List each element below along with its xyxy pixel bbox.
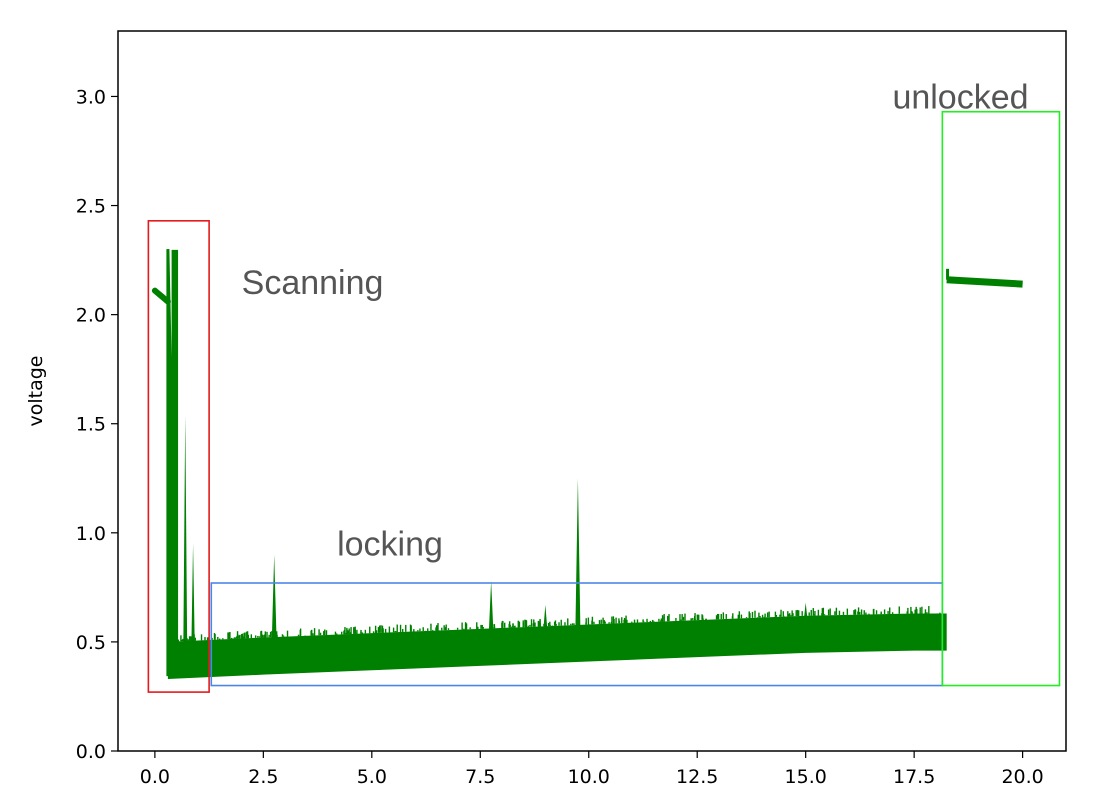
y-tick-label: 2.0 <box>76 305 106 327</box>
y-tick-label: 0.5 <box>76 632 106 654</box>
unlocked-level <box>946 276 1023 288</box>
annotation-box <box>941 110 1061 687</box>
x-tick-label: 0.0 <box>140 766 170 788</box>
y-tick-label: 1.5 <box>76 414 106 436</box>
scan-spike <box>190 543 196 675</box>
annotation-label: unlocked <box>892 78 1028 116</box>
locking-spike <box>575 478 581 636</box>
x-tick-label: 20.0 <box>1001 766 1043 788</box>
x-tick-label: 10.0 <box>568 766 610 788</box>
x-tick-label: 2.5 <box>248 766 278 788</box>
scan-peak <box>166 249 179 677</box>
locking-spike <box>803 602 809 627</box>
x-tick-label: 15.0 <box>785 766 827 788</box>
locking-spike <box>542 604 548 638</box>
x-tick-label: 12.5 <box>676 766 718 788</box>
locking-spike <box>271 554 277 649</box>
scan-ramp <box>151 287 171 305</box>
annotations: Scanning locking unlocked <box>147 78 1061 693</box>
locking-band <box>167 613 947 679</box>
x-tick-label: 7.5 <box>465 766 495 788</box>
locking-spike <box>488 580 494 640</box>
y-tick-label: 0.0 <box>76 741 106 763</box>
y-tick-label: 1.0 <box>76 523 106 545</box>
scan-spike <box>183 415 188 675</box>
annotation-box <box>147 220 210 693</box>
y-axis-label: voltage <box>25 356 47 427</box>
x-tick-label: 17.5 <box>893 766 935 788</box>
x-tick-label: 5.0 <box>357 766 387 788</box>
plot-area <box>151 249 1023 679</box>
y-tick-label: 2.5 <box>76 196 106 218</box>
axes-frame <box>117 30 1067 752</box>
annotation-label: locking <box>337 526 443 564</box>
annotation-label: Scanning <box>242 264 384 302</box>
y-tick-label: 3.0 <box>76 86 106 108</box>
ticks: 0.0 2.5 5.0 7.5 10.0 12.5 15.0 17.5 20.0 0.0 0.5 1.… <box>76 86 1044 788</box>
